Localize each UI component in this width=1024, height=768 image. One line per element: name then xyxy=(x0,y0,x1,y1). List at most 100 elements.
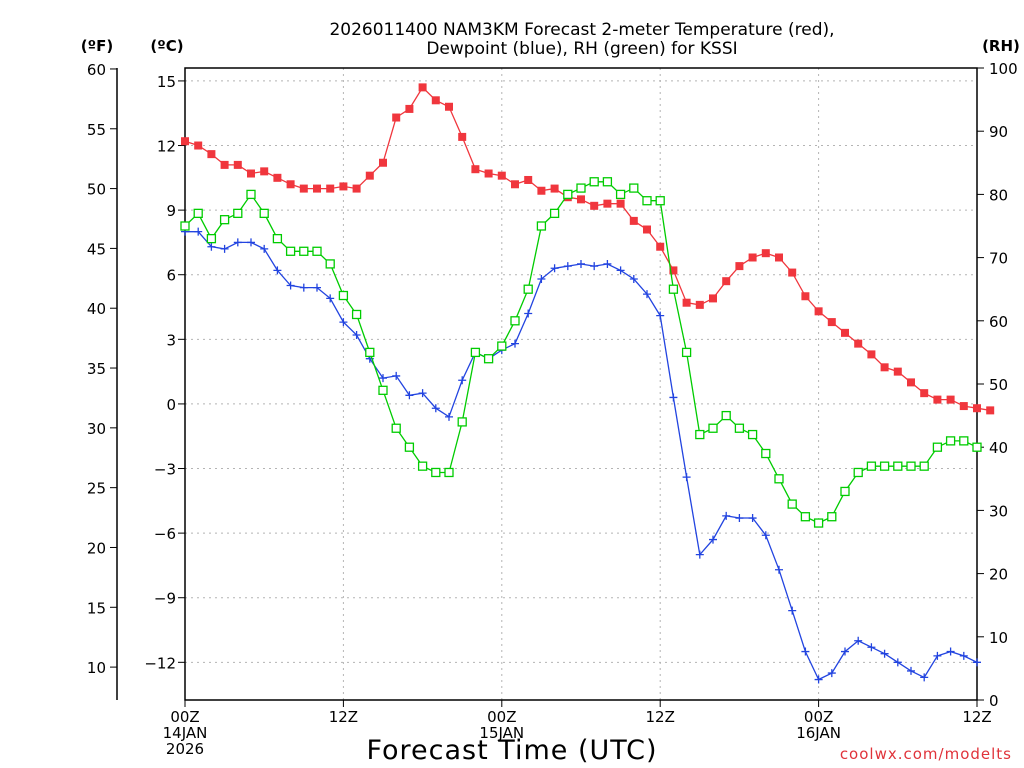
dewpoint-point xyxy=(233,238,242,247)
temperature-point xyxy=(445,102,453,111)
dewpoint-point xyxy=(537,275,546,284)
rh-point xyxy=(312,246,322,256)
celsius-tick-label: 0 xyxy=(166,396,176,414)
temperature-point xyxy=(339,182,348,191)
temperature-point xyxy=(299,184,308,193)
dewpoint-point xyxy=(973,658,981,667)
rh-point xyxy=(827,512,837,522)
rh-point xyxy=(180,221,190,231)
rh-point xyxy=(272,233,283,244)
temperature-point xyxy=(431,96,440,105)
rh-point xyxy=(219,215,230,225)
rh-point xyxy=(259,208,269,219)
rh-point xyxy=(404,442,415,452)
dewpoint-point xyxy=(629,275,638,284)
temperature-point xyxy=(709,294,717,303)
rh-tick-label: 100 xyxy=(989,60,1018,78)
celsius-axis-ticks: 15 12 9 6 3 0 −3 −6 −9 −12 xyxy=(144,73,185,672)
rh-point xyxy=(615,189,626,200)
rh-point xyxy=(642,196,652,206)
rh-tick-label: 60 xyxy=(989,313,1008,331)
temperature-point xyxy=(643,225,651,234)
fahrenheit-tick-label: 55 xyxy=(87,121,106,139)
dewpoint-point xyxy=(841,647,849,656)
temperature-point xyxy=(629,216,638,225)
dewpoint-point xyxy=(946,647,955,656)
x-tick-label: 00Z xyxy=(170,708,199,726)
dewpoint-point xyxy=(775,565,783,574)
dewpoint-point xyxy=(656,311,665,320)
rh-tick-label: 20 xyxy=(989,566,1008,584)
temperature-point xyxy=(801,292,810,301)
dewpoint-point xyxy=(643,290,651,299)
fahrenheit-tick-label: 10 xyxy=(87,659,106,677)
dewpoint-point xyxy=(959,651,968,660)
rh-point xyxy=(695,429,705,440)
dewpoint-point xyxy=(761,531,770,540)
temperature-point xyxy=(854,339,863,348)
x-tick-label: 15JAN xyxy=(479,724,524,742)
dewpoint-point xyxy=(933,651,942,660)
celsius-tick-label: −6 xyxy=(154,525,176,543)
rh-point xyxy=(866,461,877,471)
celsius-tick-label: 6 xyxy=(166,267,176,285)
x-axis-title: Forecast Time (UTC) xyxy=(366,735,657,766)
dewpoint-point xyxy=(735,514,744,523)
rh-point xyxy=(668,284,679,294)
rh-point xyxy=(602,177,613,187)
temperature-point xyxy=(603,199,612,208)
rh-point xyxy=(417,461,428,471)
rh-point xyxy=(299,246,309,256)
rh-point xyxy=(246,189,256,200)
temperature-point xyxy=(841,328,849,337)
temperature-point xyxy=(286,180,295,189)
rh-point xyxy=(470,347,481,358)
rh-point xyxy=(576,183,586,193)
dewpoint-point xyxy=(577,259,585,268)
temperature-point xyxy=(458,132,467,141)
rh-point xyxy=(893,461,903,471)
fahrenheit-tick-label: 45 xyxy=(87,240,106,258)
x-tick-label: 00Z xyxy=(804,708,833,726)
temperature-point xyxy=(959,402,968,411)
dewpoint-line xyxy=(185,231,978,681)
fahrenheit-tick-label: 50 xyxy=(87,181,106,199)
dewpoint-point xyxy=(299,283,308,292)
temperature-point xyxy=(247,169,255,178)
temperature-point xyxy=(656,242,665,251)
dewpoint-point xyxy=(709,535,717,544)
temperature-point xyxy=(695,300,704,309)
rh-point xyxy=(906,461,916,471)
axes xyxy=(116,67,978,701)
dewpoint-point xyxy=(748,514,757,523)
dewpoint-point xyxy=(682,473,691,482)
dewpoint-point xyxy=(260,244,269,253)
rh-point xyxy=(681,347,692,358)
rh-tick-label: 0 xyxy=(989,692,999,710)
rh-point xyxy=(549,208,560,219)
celsius-tick-label: 9 xyxy=(166,202,176,220)
rh-point xyxy=(365,347,375,358)
rh-point xyxy=(919,461,929,471)
dewpoint-point xyxy=(880,649,889,658)
celsius-tick-label: 3 xyxy=(166,331,176,349)
temperature-point xyxy=(761,249,770,258)
chart-subtitle: Dewpoint (blue), RH (green) for KSSI xyxy=(426,39,737,59)
fahrenheit-tick-label: 25 xyxy=(87,480,106,498)
dewpoint-point xyxy=(339,318,348,327)
rh-tick-label: 80 xyxy=(989,186,1008,204)
temperature-point xyxy=(497,171,506,180)
dewpoint-point xyxy=(458,376,467,385)
dewpoint-point xyxy=(590,262,599,271)
plot-frame xyxy=(184,67,978,701)
rh-point xyxy=(813,518,824,528)
rh-point xyxy=(629,183,639,193)
dewpoint-point xyxy=(893,658,902,667)
dewpoint-point xyxy=(431,404,440,413)
temperature-point xyxy=(313,184,321,193)
source-credit: coolwx.com/modelts xyxy=(840,745,1012,763)
dewpoint-point xyxy=(405,391,414,400)
fahrenheit-tick-label: 40 xyxy=(87,300,106,318)
temperature-point xyxy=(471,165,480,174)
